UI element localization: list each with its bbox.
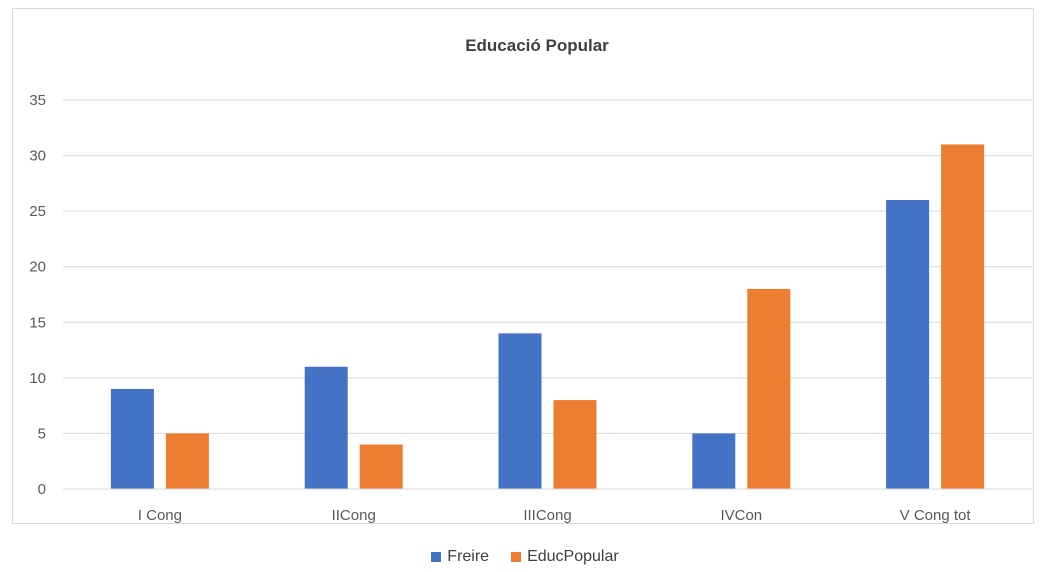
legend-item-educpopular: EducPopular bbox=[511, 548, 619, 566]
legend-label: EducPopular bbox=[527, 548, 619, 565]
bar-educpopular-3 bbox=[747, 288, 791, 489]
x-tick-label: IIICong bbox=[523, 507, 571, 524]
y-tick-label: 30 bbox=[29, 148, 46, 165]
bar-freire-4 bbox=[886, 200, 930, 489]
legend-swatch bbox=[431, 552, 442, 562]
bar-freire-1 bbox=[304, 366, 348, 489]
bar-chart: Educació Popular 0 5 10 15 20 25 30 35 I Cong II… bbox=[29, 36, 1032, 524]
x-axis: I Cong IICong IIICong IVCon V Cong tot bbox=[63, 488, 1032, 524]
legend-swatch bbox=[511, 552, 522, 562]
legend-label: Freire bbox=[447, 548, 490, 565]
y-tick-label: 25 bbox=[29, 203, 46, 220]
legend: Freire EducPopular bbox=[0, 548, 1050, 566]
bar-educpopular-1 bbox=[359, 444, 403, 489]
y-tick-label: 5 bbox=[38, 425, 46, 442]
x-tick-label: IVCon bbox=[720, 507, 762, 524]
legend-item-freire: Freire bbox=[431, 548, 489, 566]
y-axis: 0 5 10 15 20 25 30 35 bbox=[29, 92, 46, 498]
bar-educpopular-0 bbox=[165, 433, 209, 489]
y-tick-label: 35 bbox=[29, 92, 46, 109]
x-tick-label: V Cong tot bbox=[900, 507, 972, 524]
x-tick-label: IICong bbox=[332, 507, 376, 524]
y-tick-label: 0 bbox=[38, 481, 46, 498]
bar-freire-0 bbox=[110, 388, 154, 489]
bar-educpopular-2 bbox=[553, 400, 597, 489]
y-tick-label: 10 bbox=[29, 370, 46, 387]
x-tick-label: I Cong bbox=[138, 507, 182, 524]
chart-title: Educació Popular bbox=[465, 36, 609, 55]
bar-freire-3 bbox=[692, 433, 736, 489]
bar-freire-2 bbox=[498, 333, 542, 489]
y-tick-label: 20 bbox=[29, 259, 46, 276]
bars bbox=[110, 144, 985, 489]
y-tick-label: 15 bbox=[29, 314, 46, 331]
bar-educpopular-4 bbox=[941, 144, 985, 489]
